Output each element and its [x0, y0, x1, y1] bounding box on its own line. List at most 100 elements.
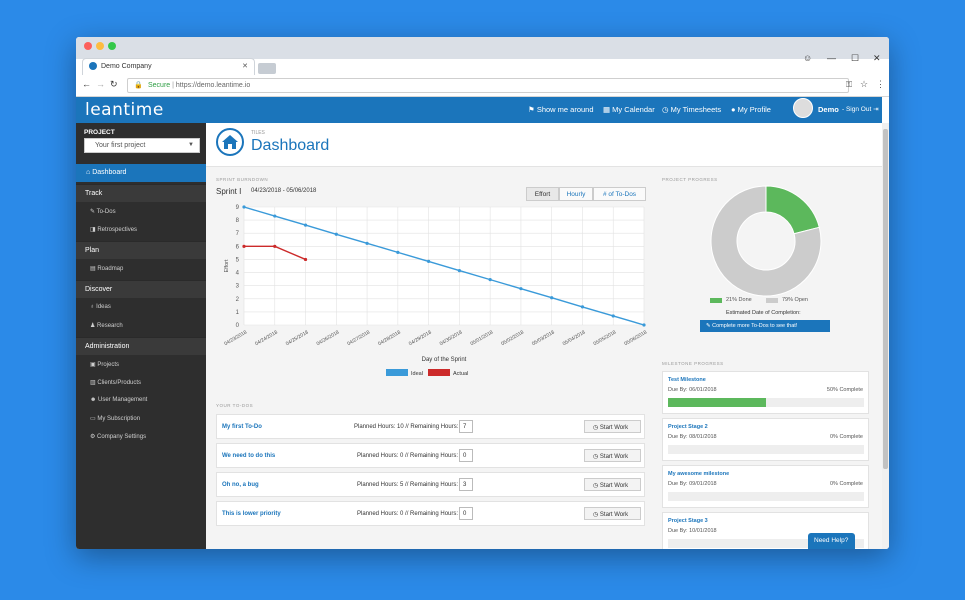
my-timesheets-link[interactable]: ◷ My Timesheets	[662, 105, 722, 114]
sidebar-section-administration[interactable]: Administration	[76, 337, 206, 355]
page-subtitle: TILES	[251, 130, 265, 136]
milestone-title[interactable]: Project Stage 3	[668, 518, 708, 524]
user-name: Demo	[818, 105, 839, 114]
close-dot[interactable]	[84, 42, 92, 50]
remaining-hours-input[interactable]: 0	[459, 507, 473, 520]
browser-menu-icon[interactable]: ⋮	[876, 79, 885, 89]
need-help-button[interactable]: Need Help?	[808, 533, 855, 549]
data-point	[303, 257, 308, 262]
address-bar-row: ← → ↻ 🔒 Secure | https://demo.leantime.i…	[76, 75, 889, 97]
url-input[interactable]: 🔒 Secure | https://demo.leantime.io	[127, 78, 849, 93]
forward-icon[interactable]: →	[96, 79, 105, 89]
remaining-hours-input[interactable]: 3	[459, 478, 473, 491]
todo-row[interactable]: We need to do this Planned Hours: 0 // Re…	[216, 443, 645, 468]
todo-row[interactable]: My first To-Do Planned Hours: 10 // Remai…	[216, 414, 645, 439]
project-select[interactable]: Your first project ▼	[84, 138, 200, 153]
user-icon: ●	[731, 105, 738, 114]
tab-effort[interactable]: Effort	[526, 187, 559, 201]
sidebar-item-subscription[interactable]: ▭ My Subscription	[90, 416, 141, 422]
sidebar-item-research[interactable]: ♟ Research	[90, 323, 123, 329]
todo-name[interactable]: We need to do this	[222, 453, 276, 459]
my-profile-link[interactable]: ● My Profile	[731, 105, 771, 114]
data-point	[303, 223, 308, 227]
browser-tab[interactable]: Demo Company ✕	[82, 58, 255, 75]
series-line-ideal	[243, 206, 645, 326]
my-calendar-link[interactable]: ▦ My Calendar	[603, 105, 655, 114]
data-point	[273, 214, 277, 218]
show-me-around-link[interactable]: ⚑ Show me around	[528, 105, 594, 114]
page-scrollbar-thumb[interactable]	[883, 129, 888, 469]
milestone-title[interactable]: My awesome milestone	[668, 471, 730, 477]
todo-row[interactable]: Oh no, a bug Planned Hours: 5 // Remainin…	[216, 472, 645, 497]
sidebar-section-plan[interactable]: Plan	[76, 241, 206, 259]
back-icon[interactable]: ←	[82, 79, 91, 89]
sidebar-item-company-settings[interactable]: ⚙ Company Settings	[90, 434, 147, 440]
todo-name[interactable]: This is lower priority	[222, 511, 281, 517]
clock-icon: ◷	[662, 105, 671, 114]
sidebar-item-roadmap[interactable]: ▤ Roadmap	[90, 266, 124, 272]
avatar[interactable]	[793, 98, 813, 118]
key-icon[interactable]: ⚿	[846, 80, 853, 89]
todo-name[interactable]: My first To-Do	[222, 424, 262, 430]
leantime-logo[interactable]: leantime	[85, 100, 164, 120]
sidebar-item-retrospectives[interactable]: ◨ Retrospectives	[90, 227, 138, 233]
y-tick-label: 4	[236, 271, 240, 277]
y-tick-label: 7	[236, 231, 240, 237]
sidebar-item-clients[interactable]: ▥ Clients/Products	[90, 380, 142, 386]
sidebar-item-todos[interactable]: ✎ To-Dos	[90, 209, 116, 215]
y-axis-label: Effort	[224, 259, 230, 273]
tab-todos-count[interactable]: # of To-Dos	[593, 187, 646, 201]
todo-row[interactable]: This is lower priority Planned Hours: 0 /…	[216, 501, 645, 526]
clock-icon: ◷	[593, 483, 600, 489]
milestone-progress-bar	[668, 539, 864, 548]
milestone-card: My awesome milestone Due By: 09/01/2018 0%…	[662, 465, 869, 508]
remaining-hours-input[interactable]: 7	[459, 420, 473, 433]
legend-swatch	[386, 369, 408, 376]
milestone-title[interactable]: Project Stage 2	[668, 424, 708, 430]
todo-name[interactable]: Oh no, a bug	[222, 482, 259, 488]
milestone-title[interactable]: Test Milestone	[668, 377, 706, 383]
minimize-dot[interactable]	[96, 42, 104, 50]
start-work-button[interactable]: ◷ Start Work	[584, 420, 641, 433]
users-icon: ☻	[90, 397, 98, 403]
data-point	[642, 323, 646, 327]
new-tab-button[interactable]	[258, 63, 276, 74]
milestone-due: Due By: 09/01/2018	[668, 481, 717, 487]
tab-hourly[interactable]: Hourly	[559, 187, 593, 201]
remaining-hours-input[interactable]: 0	[459, 449, 473, 462]
start-work-button[interactable]: ◷ Start Work	[584, 478, 641, 491]
estimate-label: Estimated Date of Completion:	[726, 310, 801, 316]
sidebar-section-track[interactable]: Track	[76, 184, 206, 202]
account-icon[interactable]: ☺	[803, 53, 813, 63]
maximize-dot[interactable]	[108, 42, 116, 50]
calendar-icon: ▦	[603, 105, 613, 114]
dashboard-home-icon	[216, 128, 244, 156]
legend-open-label: 79% Open	[782, 297, 808, 303]
research-icon: ♟	[90, 323, 98, 329]
sidebar-item-projects[interactable]: ▣ Projects	[90, 362, 120, 368]
data-point	[334, 232, 338, 236]
sign-out-link[interactable]: - Sign Out ⇥	[842, 106, 879, 113]
y-tick-label: 5	[236, 257, 240, 263]
complete-more-todos-button[interactable]: ✎ Complete more To-Dos to see that!	[700, 320, 830, 332]
sidebar-item-user-management[interactable]: ☻ User Management	[90, 397, 148, 403]
x-tick-label: 05/03/2018	[531, 329, 556, 347]
start-work-button[interactable]: ◷ Start Work	[584, 449, 641, 462]
data-point	[242, 205, 246, 209]
sidebar-item-dashboard[interactable]: ⌂ Dashboard	[76, 164, 206, 182]
x-tick-label: 04/25/2018	[285, 329, 310, 347]
donut-slice-done	[765, 185, 820, 235]
reload-icon[interactable]: ↻	[110, 79, 118, 89]
chevron-down-icon: ▼	[188, 142, 194, 148]
sidebar-item-ideas[interactable]: ♁ Ideas	[90, 304, 111, 310]
restore-window-icon[interactable]: ☐	[851, 53, 860, 63]
todo-hours: Planned Hours: 5 // Remaining Hours:	[357, 482, 459, 488]
minimize-window-icon[interactable]: —	[827, 53, 836, 63]
milestone-progress-label: MILESTONE PROGRESS	[662, 361, 724, 366]
bookmark-star-icon[interactable]: ☆	[860, 79, 869, 89]
start-work-button[interactable]: ◷ Start Work	[584, 507, 641, 520]
close-tab-icon[interactable]: ✕	[242, 63, 248, 70]
sidebar-section-discover[interactable]: Discover	[76, 280, 206, 298]
x-tick-label: 04/29/2018	[408, 329, 433, 347]
close-window-icon[interactable]: ✕	[873, 53, 881, 63]
